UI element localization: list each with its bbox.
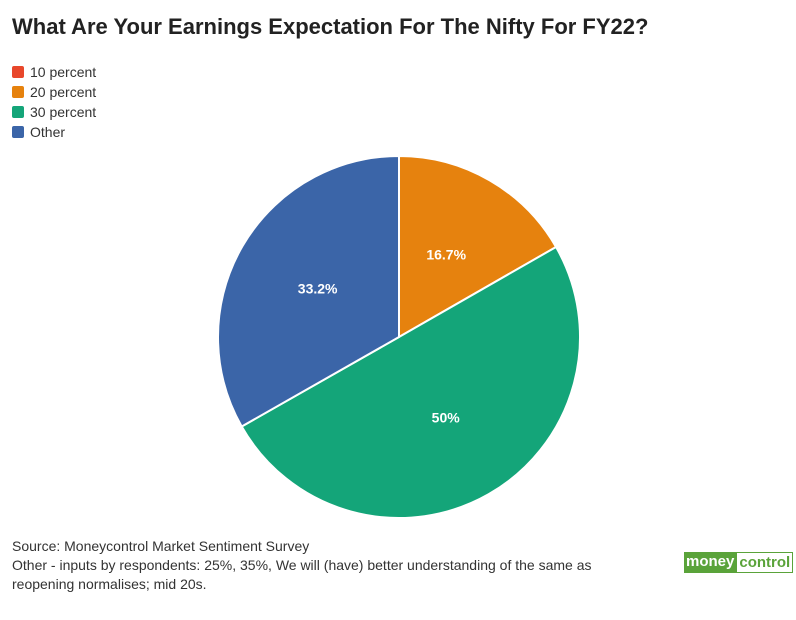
legend-label: 30 percent (30, 104, 97, 120)
chart-title: What Are Your Earnings Expectation For T… (12, 14, 649, 39)
legend-item: 20 percent (12, 82, 96, 102)
data-label: 16.7% (426, 246, 466, 262)
legend-label: Other (30, 124, 66, 140)
legend-swatch (12, 126, 24, 138)
legend-label: 10 percent (30, 64, 97, 80)
logo: money control (684, 552, 794, 573)
data-label: 50% (432, 409, 461, 425)
legend-swatch (12, 86, 24, 98)
legend-swatch (12, 106, 24, 118)
legend-item: 30 percent (12, 102, 96, 122)
pie-slice (240, 245, 581, 520)
note: Other - inputs by respondents: 25%, 35%,… (12, 557, 592, 592)
pie-slice (398, 154, 558, 339)
logo-part: control (736, 552, 794, 573)
footer: Source: Moneycontrol Market Sentiment Su… (12, 537, 652, 594)
data-label: 33.2% (298, 280, 338, 296)
source: Source: Moneycontrol Market Sentiment Su… (12, 538, 310, 554)
chart: 16.7% 50% 33.2% (217, 154, 581, 520)
logo-part: money (684, 552, 737, 573)
legend-item: Other (12, 122, 96, 142)
legend-swatch (12, 66, 24, 78)
pie-slice (217, 154, 400, 428)
legend-item: 10 percent (12, 62, 96, 82)
legend-label: 20 percent (30, 84, 97, 100)
legend: 10 percent 20 percent 30 percent Other (12, 62, 96, 142)
